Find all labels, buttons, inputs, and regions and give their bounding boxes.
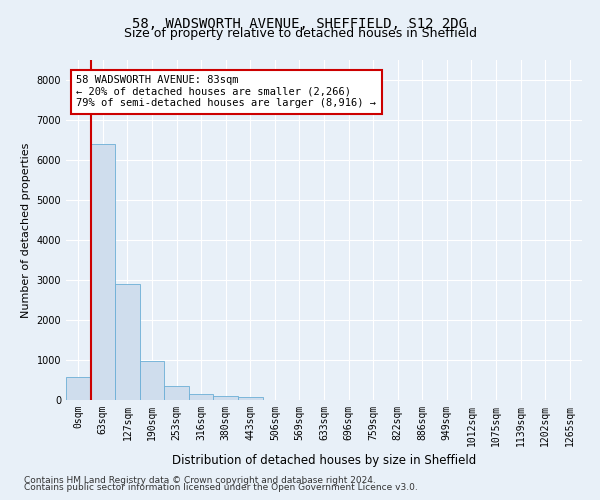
Bar <box>189 394 214 400</box>
Text: 58, WADSWORTH AVENUE, SHEFFIELD, S12 2DG: 58, WADSWORTH AVENUE, SHEFFIELD, S12 2DG <box>133 18 467 32</box>
Bar <box>91 144 115 400</box>
Text: Contains HM Land Registry data © Crown copyright and database right 2024.: Contains HM Land Registry data © Crown c… <box>24 476 376 485</box>
Bar <box>66 377 91 400</box>
Bar <box>140 361 164 400</box>
X-axis label: Distribution of detached houses by size in Sheffield: Distribution of detached houses by size … <box>172 454 476 468</box>
Bar <box>115 284 140 400</box>
Bar <box>214 396 238 400</box>
Text: Size of property relative to detached houses in Sheffield: Size of property relative to detached ho… <box>124 28 476 40</box>
Text: 58 WADSWORTH AVENUE: 83sqm
← 20% of detached houses are smaller (2,266)
79% of s: 58 WADSWORTH AVENUE: 83sqm ← 20% of deta… <box>76 76 376 108</box>
Text: Contains public sector information licensed under the Open Government Licence v3: Contains public sector information licen… <box>24 484 418 492</box>
Y-axis label: Number of detached properties: Number of detached properties <box>21 142 31 318</box>
Bar <box>238 397 263 400</box>
Bar <box>164 386 189 400</box>
